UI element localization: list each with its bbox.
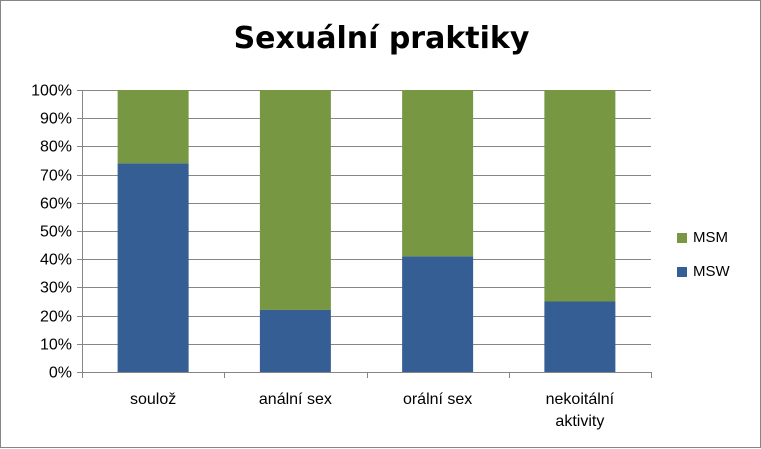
bar-msw: [259, 309, 331, 372]
y-tick-label: 50%: [40, 224, 72, 241]
legend-label-msw: MSW: [693, 263, 730, 280]
bar-msw: [117, 163, 189, 372]
bar-msm: [259, 90, 331, 310]
legend-swatch-msm: [677, 233, 687, 243]
chart-title: Sexuální praktiky: [233, 21, 530, 56]
x-tick-label: anální sex: [259, 391, 332, 408]
bar-msm: [402, 90, 474, 257]
x-tick-label: orální sex: [403, 391, 472, 408]
y-tick-label: 40%: [40, 252, 72, 269]
x-axis-tick-labels: soulož anální sex orální sex nekoitální akti…: [130, 391, 615, 430]
y-tick-label: 30%: [40, 280, 72, 297]
y-tick-label: 100%: [31, 83, 72, 100]
y-tick-label: 70%: [40, 168, 72, 185]
x-tick-label: soulož: [130, 391, 176, 408]
legend-label-msm: MSM: [693, 229, 728, 246]
legend-swatch-msw: [677, 267, 687, 277]
axes: [77, 90, 652, 378]
y-tick-label: 10%: [40, 337, 72, 354]
y-tick-label: 80%: [40, 139, 72, 156]
y-tick-label: 0%: [49, 365, 72, 382]
bar-msw: [544, 301, 616, 372]
x-tick-label: nekoitální: [546, 391, 615, 408]
bar-msm: [117, 90, 189, 164]
y-tick-label: 20%: [40, 309, 72, 326]
y-tick-label: 90%: [40, 111, 72, 128]
bar-msm: [544, 90, 616, 302]
x-tick-label: aktivity: [555, 413, 604, 430]
bars: [117, 90, 616, 372]
y-tick-label: 60%: [40, 196, 72, 213]
y-axis-tick-labels: 0% 10% 20% 30% 40% 50% 60% 70% 80% 90% 100%: [31, 83, 72, 382]
bar-msw: [402, 256, 474, 372]
